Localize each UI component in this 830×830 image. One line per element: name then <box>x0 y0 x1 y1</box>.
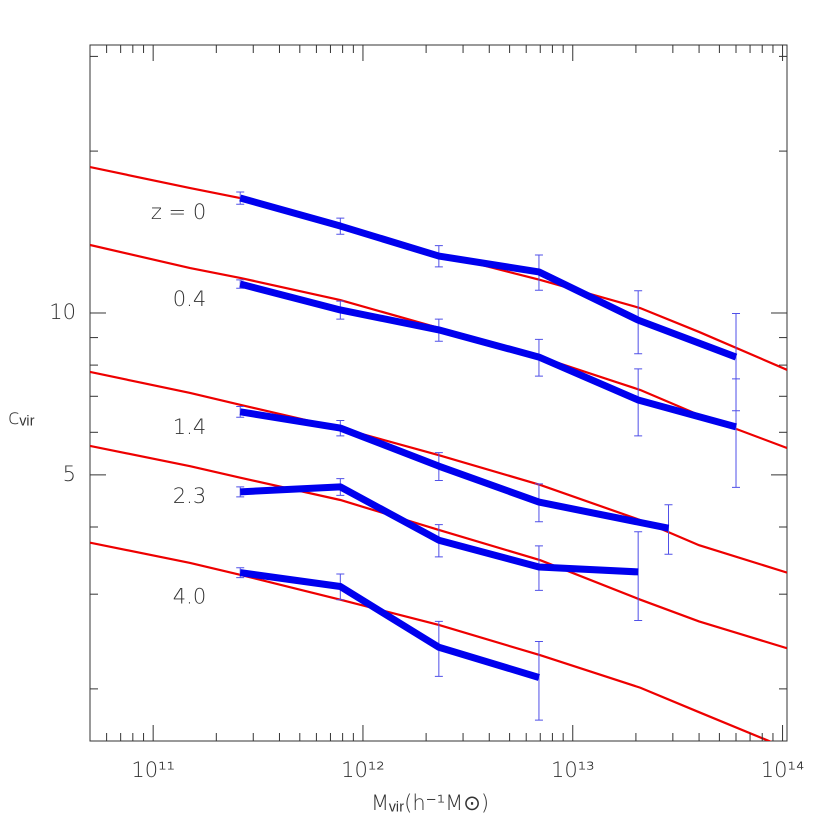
error-bar <box>732 378 741 488</box>
series-label: 1.4 <box>173 415 206 439</box>
data-line <box>239 194 738 361</box>
plot-frame <box>89 44 788 742</box>
y-tick-label: 10 <box>49 300 76 324</box>
series-label: z = 0 <box>151 200 206 224</box>
x-tick-label: 10¹² <box>341 758 385 782</box>
data-line <box>239 280 737 431</box>
x-axis-label: Mᵥᵢᵣ(h⁻¹M⊙) <box>371 791 489 815</box>
series-label: 4.0 <box>173 585 206 609</box>
x-tick-label: 10¹³ <box>551 758 595 782</box>
error-bar <box>534 640 543 721</box>
series-label: 0.4 <box>173 287 206 311</box>
series-label: 2.3 <box>173 484 206 508</box>
y-axis-label: cᵥᵢᵣ <box>8 405 35 429</box>
error-bar <box>634 531 643 622</box>
data-line <box>239 408 670 532</box>
data-line <box>240 483 639 576</box>
y-tick-label: 5 <box>63 462 76 486</box>
plot-area <box>90 165 787 741</box>
x-tick-label: 10¹¹ <box>131 758 175 782</box>
error-bar <box>664 504 673 555</box>
data-line <box>239 569 540 681</box>
x-tick-label: 10¹⁴ <box>761 758 805 782</box>
